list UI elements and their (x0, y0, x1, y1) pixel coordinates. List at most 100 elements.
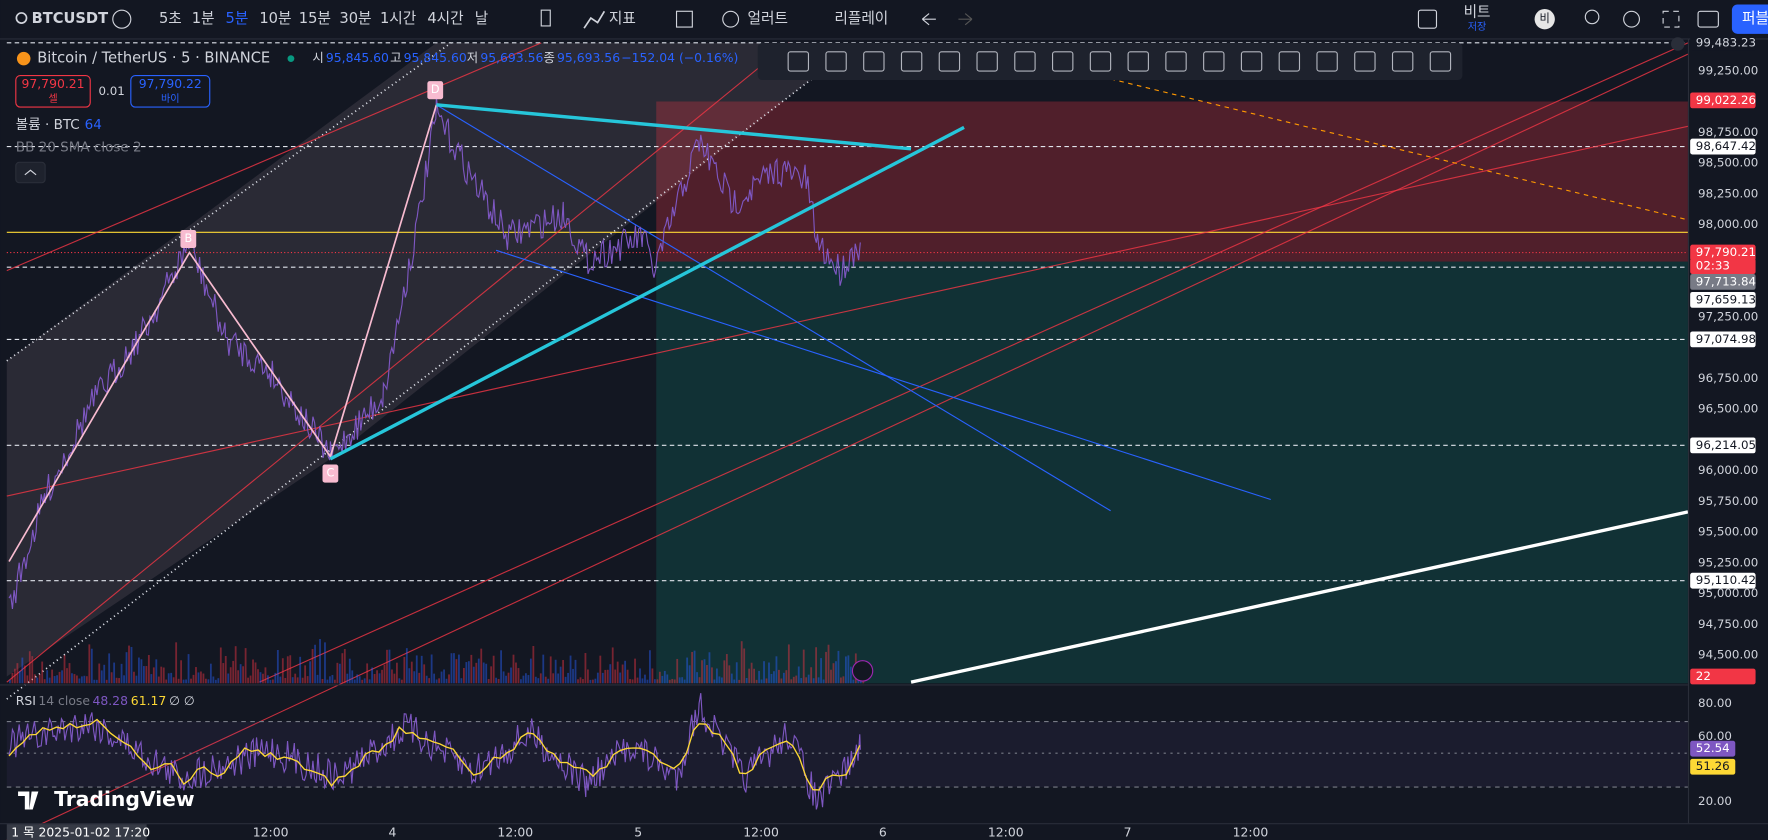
screenshot-icon[interactable] (1697, 10, 1719, 28)
bb-legend: BB 20 SMA close 2 (16, 140, 142, 156)
drawing-tool[interactable] (1240, 51, 1263, 72)
interval[interactable]: 4시간 (427, 10, 463, 27)
drawing-tool[interactable] (1316, 51, 1338, 72)
volume-bar (852, 679, 855, 684)
sell-price[interactable]: 97,790.21 (21, 76, 84, 91)
interval[interactable]: 날 (475, 10, 488, 27)
volume-bar (358, 676, 361, 684)
drawing-tool[interactable] (976, 51, 998, 72)
search-icon[interactable] (15, 12, 28, 24)
volume-bar (567, 672, 569, 684)
indicators-button[interactable]: 지표 (609, 10, 636, 27)
drawing-tool[interactable] (787, 51, 810, 72)
drawing-tool[interactable] (825, 51, 847, 72)
add-symbol[interactable] (112, 9, 132, 29)
volume-bar (239, 664, 242, 684)
drawing-tool[interactable] (1089, 51, 1112, 72)
interval[interactable]: 30분 (339, 10, 371, 27)
volume-bar (405, 648, 408, 684)
interval[interactable]: 15분 (299, 10, 331, 27)
drawing-tool[interactable] (1278, 51, 1301, 72)
volume-bar (778, 669, 780, 684)
time-axis: 12:00 4 12:00 5 12:00 6 12:00 7 12:00 1 목 2025-01… (6, 824, 1268, 840)
drawing-tool[interactable] (900, 51, 923, 72)
volume-bar (686, 657, 689, 684)
replay-button[interactable]: 리플레이 (834, 10, 888, 27)
layout-name[interactable]: 비트 (1464, 3, 1491, 20)
volume-bar (606, 669, 609, 684)
volume-bar (673, 679, 676, 684)
buy-label[interactable]: 바이 (161, 93, 180, 105)
point-b-label: B (184, 232, 192, 245)
drawing-tool[interactable] (1203, 51, 1225, 72)
brand: TradingView (54, 787, 195, 811)
volume-bar (229, 667, 232, 684)
drawing-tool[interactable] (1429, 51, 1452, 72)
fullscreen-icon[interactable] (1662, 10, 1680, 28)
collapse-icon[interactable] (24, 169, 37, 176)
volume-bar (262, 673, 264, 684)
volume-bar (386, 649, 388, 684)
volume-bar (428, 678, 431, 684)
search-tool[interactable] (1584, 9, 1600, 25)
price-marker-label: 99,483.23 (1696, 35, 1756, 49)
volume-bar (830, 669, 832, 684)
volume-bar (733, 679, 736, 684)
volume-bar (487, 679, 490, 684)
price-tick-label: 96,500.00 (1698, 402, 1758, 416)
interval[interactable]: 1시간 (380, 10, 416, 27)
price-tick-label: 99,250.00 (1698, 64, 1758, 78)
drawing-tool[interactable] (1354, 51, 1376, 72)
volume-bar (815, 647, 818, 684)
sell-button[interactable] (15, 74, 91, 108)
interval[interactable]: 10분 (259, 10, 291, 27)
drawing-tool[interactable] (1391, 51, 1414, 72)
volume-bar (510, 667, 512, 684)
drawing-tools (787, 51, 1452, 72)
redo[interactable] (958, 13, 973, 26)
volume-bar (271, 679, 274, 684)
volume-bar (745, 678, 748, 684)
events-icon[interactable] (851, 660, 874, 682)
avatar[interactable] (1534, 9, 1555, 30)
drawing-tool[interactable] (938, 51, 961, 72)
publish-button[interactable] (1731, 4, 1768, 34)
volume-bar (130, 646, 133, 684)
publish-text[interactable]: 퍼블 (1742, 10, 1768, 27)
drawing-tool[interactable] (1127, 51, 1149, 72)
scale-add-button[interactable] (1671, 37, 1685, 51)
drawing-tool[interactable] (1052, 51, 1074, 72)
interval[interactable]: 5초 (159, 10, 182, 27)
interval[interactable]: 1분 (192, 10, 215, 27)
alert-icon[interactable] (722, 10, 740, 28)
settings-icon[interactable] (1623, 10, 1640, 28)
quantity[interactable]: 0.01 (98, 84, 124, 98)
volume-bar (224, 655, 227, 684)
drawing-tool[interactable] (863, 51, 885, 72)
sell-label[interactable]: 셀 (48, 93, 57, 105)
drawing-tool[interactable] (1165, 51, 1187, 72)
volume-bar (621, 664, 624, 684)
volume-bar (465, 662, 468, 684)
volume-bar (403, 656, 406, 684)
chart-type-icon[interactable] (540, 9, 551, 27)
volume-bar (103, 664, 106, 684)
save-status[interactable]: 저장 (1468, 21, 1487, 33)
volume-bar (671, 678, 674, 684)
time-tick-label: 12:00 (988, 825, 1024, 840)
drawing-tool[interactable] (1014, 51, 1036, 72)
interval[interactable]: 5분 (226, 10, 249, 27)
symbol[interactable]: BTCUSDT (32, 10, 108, 27)
buy-price[interactable]: 97,790.22 (139, 76, 202, 91)
templates-icon[interactable] (675, 10, 693, 28)
indicator-icon[interactable] (583, 10, 606, 29)
undo[interactable] (921, 13, 936, 26)
trend-line (259, 42, 1689, 683)
volume-bar (316, 674, 319, 684)
layout-icon[interactable] (1417, 9, 1438, 29)
alerts-button[interactable]: 얼러트 (748, 10, 788, 27)
volume-bar (264, 667, 267, 684)
buy-button[interactable] (130, 74, 211, 108)
avatar-text[interactable]: 비 (1540, 12, 1550, 25)
collapse-legend[interactable] (15, 161, 46, 184)
